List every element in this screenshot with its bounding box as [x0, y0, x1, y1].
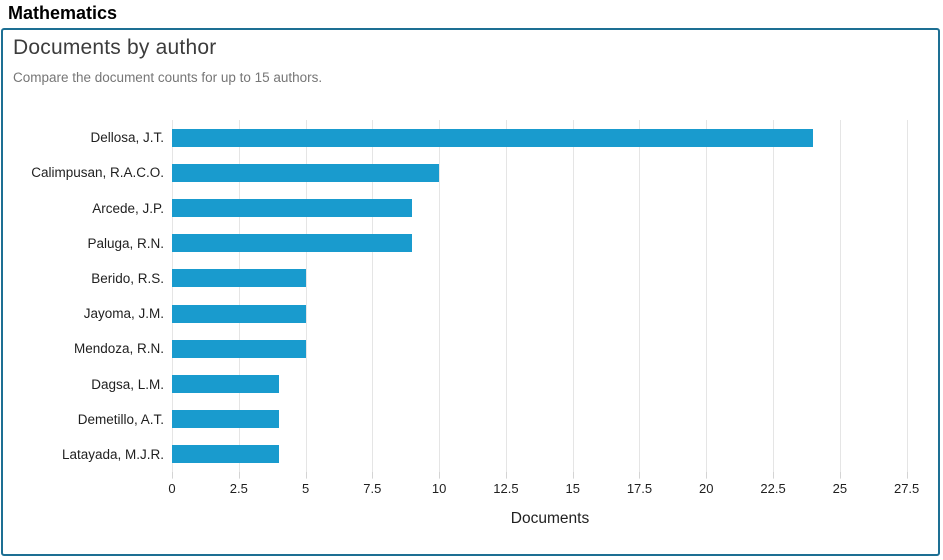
page-title: Mathematics: [8, 3, 118, 23]
panel-header: Documents by author Compare the document…: [3, 30, 938, 86]
x-tick-label: 15: [565, 481, 580, 496]
x-tick-label: 17.5: [626, 481, 653, 496]
bar-row: Mendoza, R.N.: [3, 331, 938, 366]
bar-track: [172, 375, 928, 394]
panel-subtitle: Compare the document counts for up to 15…: [13, 70, 323, 85]
bar: [172, 199, 413, 217]
bar-track: [172, 234, 928, 253]
documents-by-author-panel: Documents by author Compare the document…: [1, 28, 940, 556]
bar-category-label: Latayada, M.J.R.: [61, 446, 164, 462]
bar-category-label: Arcede, J.P.: [92, 200, 164, 216]
bar-row: Paluga, R.N.: [3, 226, 938, 261]
x-tick-label: 10: [431, 481, 447, 496]
x-tick-mark: [238, 472, 240, 478]
bar-track: [172, 128, 928, 147]
gridline: [706, 120, 708, 479]
bar: [172, 128, 814, 147]
x-tick-label: 22.5: [760, 481, 786, 496]
x-tick-label: 0: [168, 481, 176, 496]
bar-row: Dellosa, J.T.: [3, 120, 938, 155]
bar-row: Arcede, J.P.: [3, 190, 938, 225]
bar-category-label: Berido, R.S.: [91, 270, 164, 286]
bar-rows: Dellosa, J.T. Calimpusan, R.A.C.O. Arcede,…: [3, 120, 938, 472]
bar: [172, 163, 440, 182]
x-tick-mark: [172, 472, 173, 478]
bar: [172, 339, 306, 358]
x-axis: 0 2.5 5 7.5 10 12.5 15 17.5 20 22.5 25 27.5: [168, 472, 928, 508]
bar-track: [172, 339, 928, 358]
gridline: [305, 120, 307, 479]
bar-category-label: Demetillo, A.T.: [77, 411, 164, 427]
bar-row: Berido, R.S.: [3, 261, 938, 296]
bar: [172, 234, 413, 253]
x-tick-mark: [906, 472, 908, 478]
bar: [172, 445, 279, 464]
bar-track: [172, 304, 928, 323]
bar-track: [172, 199, 928, 217]
x-tick-mark: [505, 472, 507, 478]
gridline: [572, 120, 574, 479]
gridline: [773, 120, 775, 479]
x-tick-mark: [706, 472, 708, 478]
x-tick-mark: [439, 472, 441, 478]
x-tick-label: 2.5: [229, 481, 248, 496]
bar-row: Jayoma, J.M.: [3, 296, 938, 331]
gridline: [238, 120, 240, 479]
x-tick-label: 27.5: [893, 481, 920, 496]
bar-track: [172, 410, 928, 429]
gridline: [172, 120, 173, 479]
bar-track: [172, 269, 928, 288]
x-tick-label: 5: [301, 481, 310, 496]
bar-category-label: Dagsa, L.M.: [91, 376, 164, 392]
bar-track: [172, 163, 928, 182]
x-tick-label: 12.5: [493, 481, 519, 496]
bar-category-label: Calimpusan, R.A.C.O.: [31, 165, 164, 181]
bar-category-label: Dellosa, J.T.: [90, 130, 164, 146]
bar-category-label: Mendoza, R.N.: [73, 341, 164, 357]
x-tick-mark: [639, 472, 641, 478]
gridlines: [172, 120, 928, 479]
bar-row: Dagsa, L.M.: [3, 366, 938, 401]
chart-plot-area: Dellosa, J.T. Calimpusan, R.A.C.O. Arcede,…: [3, 120, 938, 479]
bar: [172, 304, 306, 323]
panel-title: Documents by author: [13, 36, 217, 59]
bar: [172, 269, 306, 288]
x-tick-mark: [839, 472, 841, 478]
x-axis-title: Documents: [510, 510, 590, 527]
gridline: [639, 120, 641, 479]
gridline: [439, 120, 441, 479]
x-tick-label: 20: [699, 481, 714, 496]
bar-row: Calimpusan, R.A.C.O.: [3, 155, 938, 190]
x-tick-mark: [305, 472, 307, 478]
bar-row: Demetillo, A.T.: [3, 402, 938, 437]
bar: [172, 410, 279, 429]
bar: [172, 375, 279, 394]
documents-by-author-chart: Dellosa, J.T. Calimpusan, R.A.C.O. Arcede,…: [3, 120, 938, 528]
bar-row: Latayada, M.J.R.: [3, 437, 938, 472]
x-tick-label: 25: [832, 481, 848, 496]
bar-track: [172, 445, 928, 464]
x-tick-mark: [773, 472, 775, 478]
x-tick-label: 7.5: [363, 481, 382, 496]
gridline: [839, 120, 841, 479]
gridline: [372, 120, 374, 479]
gridline: [505, 120, 507, 479]
gridline: [906, 120, 908, 479]
bar-category-label: Paluga, R.N.: [87, 235, 164, 251]
bar-category-label: Jayoma, J.M.: [83, 306, 164, 322]
x-tick-mark: [572, 472, 574, 478]
x-tick-mark: [372, 472, 374, 478]
